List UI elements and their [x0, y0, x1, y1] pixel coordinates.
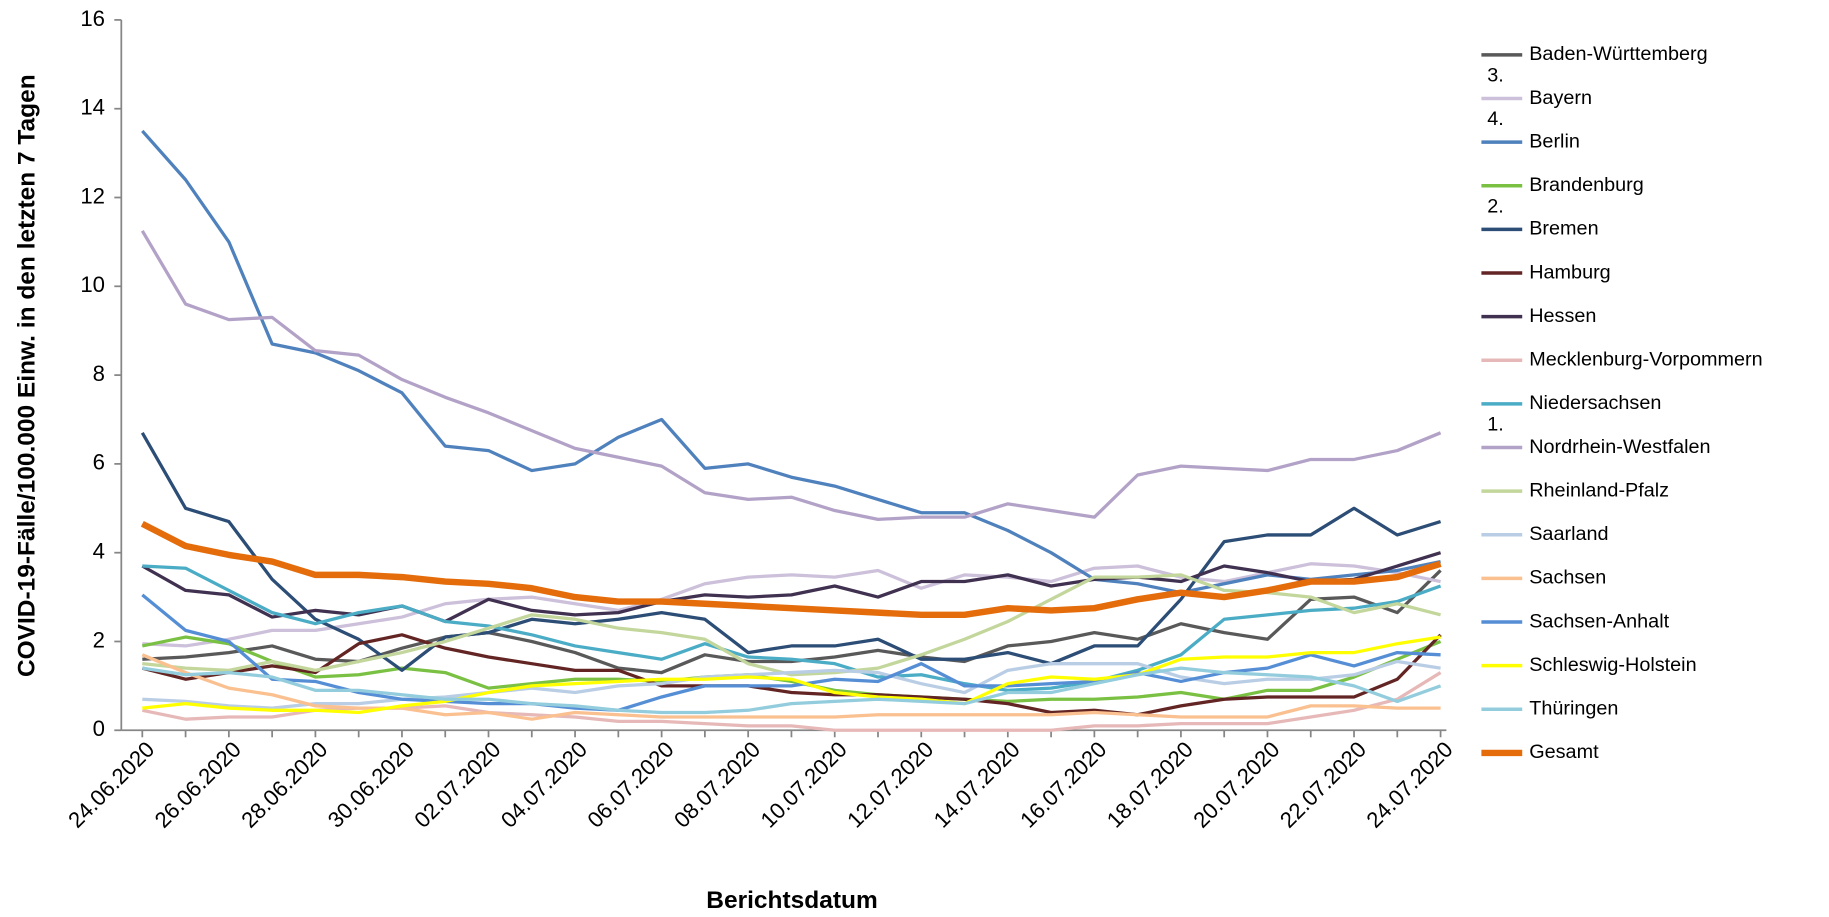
series-line: [142, 666, 1442, 715]
y-tick-label: 6: [93, 450, 105, 475]
series-line: [141, 653, 1441, 721]
legend-label: Hessen: [1529, 305, 1596, 327]
legend-annotation: 2.: [1487, 195, 1504, 217]
y-tick-label: 14: [80, 95, 105, 120]
x-tick-label: 30.06.2020: [323, 737, 419, 833]
x-tick-label: 10.07.2020: [756, 737, 852, 833]
x-tick-label: 28.06.2020: [236, 737, 332, 833]
y-tick-label: 4: [93, 539, 105, 564]
series-line: [141, 129, 1441, 595]
y-tick-label: 2: [93, 627, 105, 652]
x-tick-label: 22.07.2020: [1275, 737, 1371, 833]
legend-label: Nordrhein-Westfalen: [1529, 436, 1710, 458]
legend-label: Brandenburg: [1529, 174, 1644, 196]
x-tick-label: 24.07.2020: [1361, 737, 1457, 833]
legend-annotation: 4.: [1487, 108, 1504, 130]
x-tick-label: 26.06.2020: [150, 737, 246, 833]
x-tick-label: 18.07.2020: [1102, 737, 1198, 833]
series-line: [141, 633, 1442, 717]
x-tick-label: 24.06.2020: [63, 737, 159, 833]
legend-label: Sachsen: [1529, 567, 1606, 589]
series-line: [141, 551, 1442, 624]
series-line: [142, 659, 1441, 710]
legend-label: Bremen: [1529, 218, 1598, 240]
legend-label: Hamburg: [1529, 261, 1611, 283]
legend-annotation: 1.: [1487, 414, 1504, 436]
total-line: [140, 520, 1442, 619]
series-line: [142, 562, 1441, 648]
series-line: [142, 635, 1441, 715]
y-axis-title: COVID-19-Fälle/100.000 Einw. in den letz…: [13, 74, 40, 677]
legend-label: Mecklenburg-Vorpommern: [1529, 349, 1762, 371]
legend-annotation: 3.: [1487, 65, 1504, 87]
series-line: [140, 432, 1442, 672]
x-tick-label: 06.07.2020: [583, 737, 679, 833]
legend-label: Saarland: [1529, 523, 1608, 545]
legend-label: Rheinland-Pfalz: [1529, 479, 1669, 501]
series-line: [142, 564, 1442, 692]
series-line: [142, 573, 1441, 677]
legend-label: Schleswig-Holstein: [1529, 654, 1696, 676]
legend-label: Bayern: [1529, 87, 1592, 109]
legend-label: Niedersachsen: [1529, 392, 1661, 414]
x-tick-label: 16.07.2020: [1015, 737, 1111, 833]
y-tick-label: 16: [80, 6, 105, 31]
y-tick-label: 10: [80, 272, 105, 297]
y-tick-label: 0: [93, 716, 105, 741]
x-tick-label: 14.07.2020: [929, 737, 1025, 833]
x-axis-title: Berichtsdatum: [706, 887, 877, 914]
x-tick-label: 20.07.2020: [1188, 737, 1284, 833]
x-tick-label: 08.07.2020: [669, 737, 765, 833]
series-line: [140, 229, 1442, 522]
legend-label: Baden-Württemberg: [1529, 43, 1707, 65]
legend-label: Sachsen-Anhalt: [1529, 610, 1669, 632]
x-tick-label: 12.07.2020: [842, 737, 938, 833]
legend-label: Gesamt: [1529, 741, 1599, 763]
y-tick-label: 8: [93, 361, 105, 386]
legend-label: Berlin: [1529, 130, 1580, 152]
legend-label: Thüringen: [1529, 698, 1618, 720]
x-tick-label: 02.07.2020: [409, 737, 505, 833]
y-tick-label: 12: [80, 183, 105, 208]
x-tick-label: 04.07.2020: [496, 737, 592, 833]
